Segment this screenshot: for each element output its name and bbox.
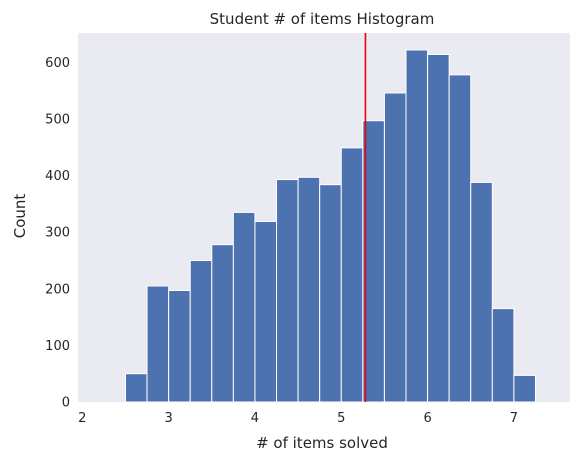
histogram-bar	[146, 285, 170, 403]
y-axis-label: Count	[11, 194, 29, 239]
y-tick-label: 400	[45, 169, 70, 184]
y-ticks: 0 100 200 300 400 500 600	[45, 56, 70, 411]
histogram-bar	[254, 220, 278, 403]
histogram-bar	[383, 92, 407, 403]
x-tick-label: 5	[337, 411, 345, 426]
histogram-bar	[491, 308, 515, 403]
y-tick-label: 200	[45, 282, 70, 297]
histogram-bar	[297, 176, 321, 403]
x-tick-label: 2	[78, 411, 86, 426]
x-tick-label: 4	[251, 411, 259, 426]
histogram-bar	[124, 373, 148, 403]
histogram-bar	[319, 184, 342, 403]
x-tick-label: 3	[164, 411, 172, 426]
histogram-bar	[189, 260, 213, 403]
y-tick-label: 300	[45, 226, 70, 241]
histogram-bar	[513, 374, 536, 403]
y-tick-label: 100	[45, 339, 70, 354]
histogram-bar	[211, 244, 234, 403]
histogram-bar	[340, 147, 364, 403]
x-ticks: 2 3 4 5 6 7	[78, 411, 518, 426]
chart-title: Student # of items Histogram	[210, 10, 435, 28]
histogram-bar	[232, 211, 256, 403]
x-axis-label: # of items solved	[256, 434, 388, 452]
bars-group	[124, 49, 536, 403]
histogram-bar	[470, 181, 493, 403]
y-tick-label: 500	[45, 113, 70, 128]
histogram-bar	[276, 179, 299, 403]
histogram-bar	[448, 74, 472, 403]
y-tick-label: 0	[62, 396, 70, 411]
histogram-bar	[168, 290, 191, 403]
x-tick-label: 7	[510, 411, 518, 426]
histogram-bar	[405, 49, 429, 403]
x-tick-label: 6	[423, 411, 431, 426]
histogram-bar	[427, 54, 450, 403]
y-tick-label: 600	[45, 56, 70, 71]
